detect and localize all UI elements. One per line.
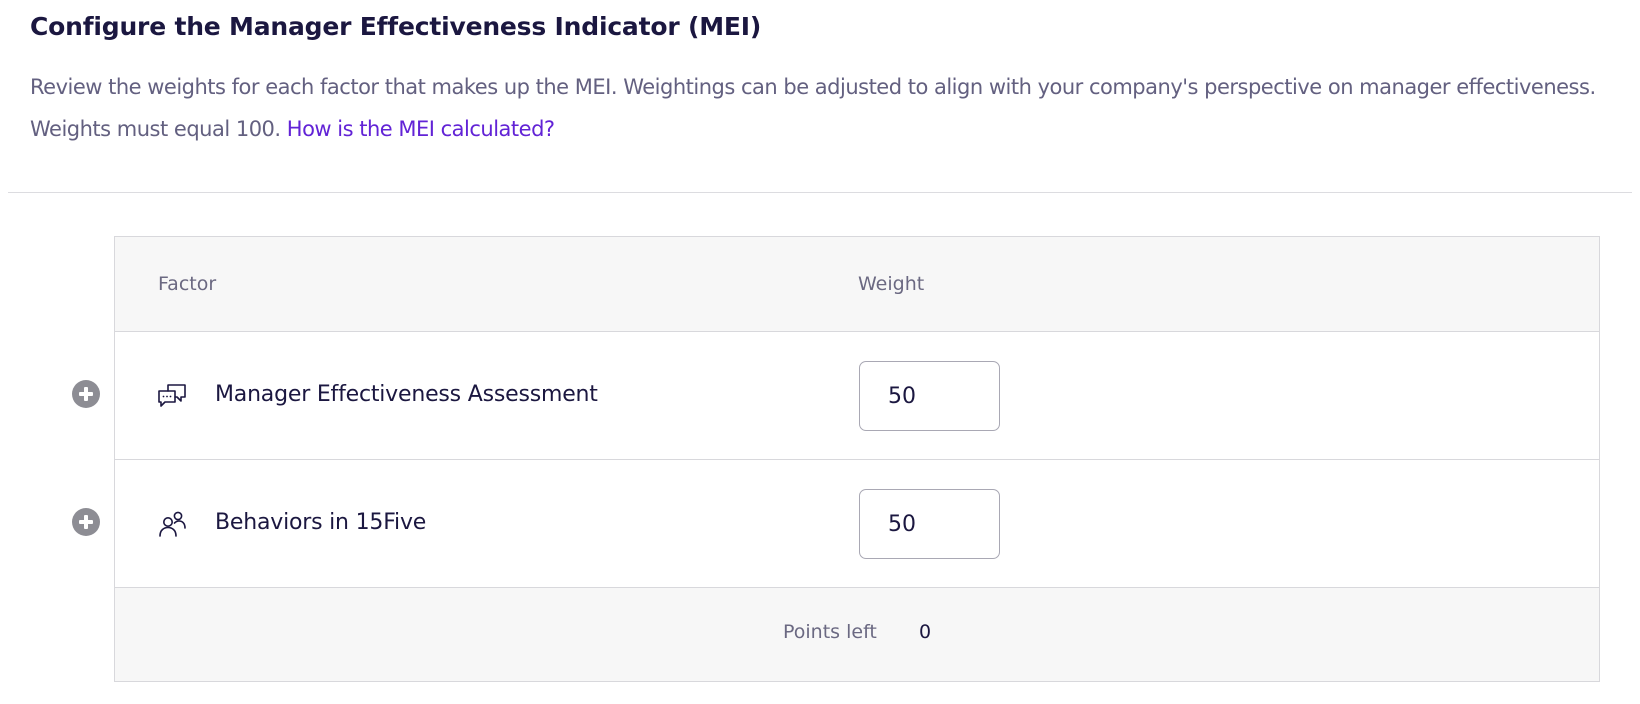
column-header-factor: Factor	[158, 273, 217, 295]
table-row: Manager Effectiveness Assessment	[115, 332, 1599, 460]
table-footer: Points left 0	[115, 588, 1599, 681]
page-title: Configure the Manager Effectiveness Indi…	[30, 12, 762, 41]
add-circle-icon[interactable]	[72, 380, 100, 408]
table-header: Factor Weight	[115, 237, 1599, 332]
table-row: Behaviors in 15Five	[115, 460, 1599, 588]
add-circle-icon[interactable]	[72, 508, 100, 536]
points-left-label: Points left	[783, 621, 877, 643]
people-icon	[159, 511, 186, 537]
points-left-value: 0	[919, 621, 932, 643]
weight-input[interactable]	[859, 361, 1000, 431]
factor-name: Behaviors in 15Five	[215, 510, 427, 535]
section-divider	[8, 192, 1632, 193]
page-description: Review the weights for each factor that …	[30, 66, 1620, 150]
factor-name: Manager Effectiveness Assessment	[215, 382, 598, 407]
column-header-weight: Weight	[858, 273, 925, 295]
weight-input[interactable]	[859, 489, 1000, 559]
description-text: Review the weights for each factor that …	[30, 75, 1596, 141]
factor-weights-table: Factor Weight Manager Effectiveness Asse…	[114, 236, 1600, 682]
mei-calculation-help-link[interactable]: How is the MEI calculated?	[286, 117, 555, 141]
chat-bubbles-icon	[158, 384, 186, 407]
